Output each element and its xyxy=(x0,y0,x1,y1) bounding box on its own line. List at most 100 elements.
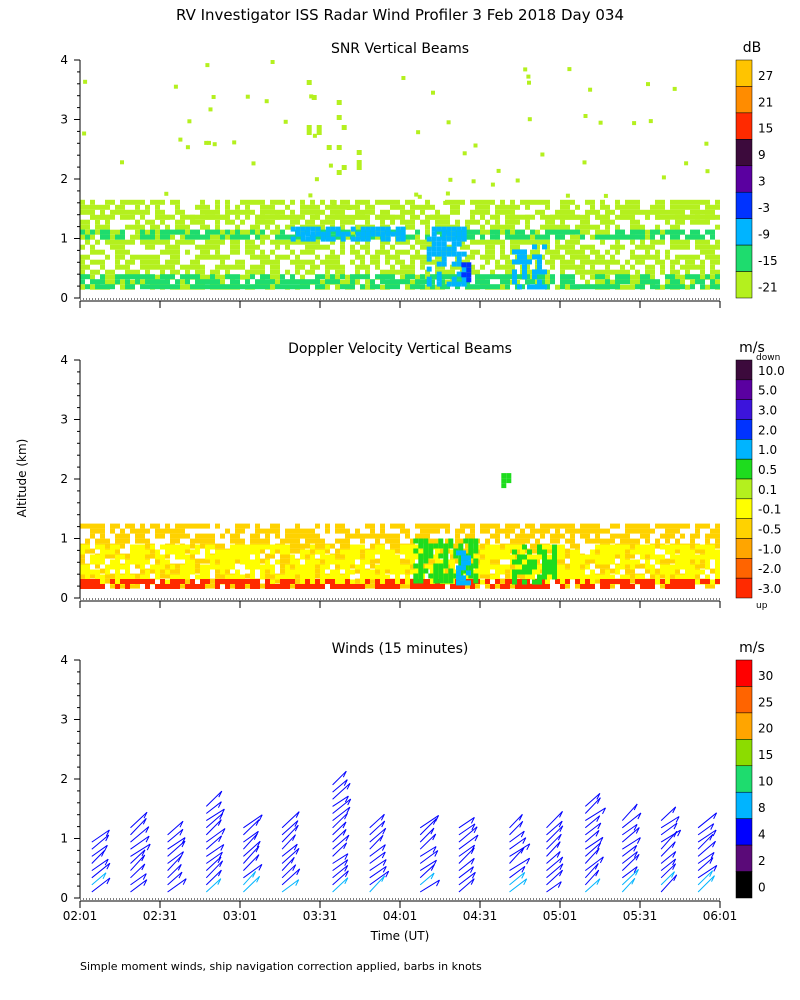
heatmap-cell xyxy=(547,569,552,575)
heatmap-cell xyxy=(540,544,545,550)
heatmap-cell xyxy=(690,204,695,210)
heatmap-cell xyxy=(390,564,395,570)
heatmap-cell xyxy=(260,214,265,220)
heatmap-cell xyxy=(395,559,400,565)
heatmap-cell xyxy=(360,209,365,215)
heatmap-cell xyxy=(305,569,310,575)
heatmap-cell xyxy=(685,554,690,560)
heatmap-cell xyxy=(160,209,165,215)
heatmap-cell xyxy=(615,564,620,570)
x-tick-label: 03:31 xyxy=(303,909,338,923)
heatmap-cell xyxy=(665,528,670,534)
colorbar-label: 0.5 xyxy=(758,463,777,477)
heatmap-cell xyxy=(175,528,180,534)
heatmap-cell xyxy=(500,578,505,584)
heatmap-cell xyxy=(522,569,527,575)
wind-barb xyxy=(332,782,351,800)
wind-barb xyxy=(369,859,387,872)
heatmap-cell xyxy=(335,274,340,280)
heatmap-cell xyxy=(175,219,180,225)
heatmap-cell xyxy=(316,125,322,130)
heatmap-cell xyxy=(428,573,434,579)
heatmap-cell xyxy=(310,569,315,575)
heatmap-cell xyxy=(325,554,330,560)
heatmap-cell xyxy=(100,544,105,550)
heatmap-cell xyxy=(680,209,685,215)
heatmap-cell xyxy=(600,549,605,555)
heatmap-cell xyxy=(610,269,615,275)
wind-barb-flag xyxy=(346,783,351,790)
heatmap-cell xyxy=(565,279,570,285)
heatmap-cell xyxy=(312,133,317,138)
heatmap-cell xyxy=(615,259,620,265)
heatmap-cell xyxy=(580,559,585,565)
heatmap-cell xyxy=(355,224,360,230)
colorbar-unit: dB xyxy=(743,40,762,56)
heatmap-cell xyxy=(590,259,595,265)
heatmap-cell xyxy=(260,234,265,240)
heatmap-cell xyxy=(545,259,550,265)
heatmap-cell xyxy=(665,538,670,544)
heatmap-cell xyxy=(660,229,665,235)
wind-barb xyxy=(509,843,531,857)
heatmap-cell xyxy=(466,277,472,283)
heatmap-cell xyxy=(418,553,424,559)
heatmap-cell xyxy=(410,199,415,205)
colorbar-label: 10 xyxy=(758,775,773,789)
wind-barb xyxy=(621,866,638,879)
heatmap-cell xyxy=(685,569,690,575)
heatmap-cell xyxy=(290,284,295,290)
heatmap-cell xyxy=(80,579,85,584)
heatmap-cell xyxy=(80,224,85,230)
heatmap-cell xyxy=(125,553,130,559)
heatmap-cell xyxy=(295,269,300,275)
heatmap-cell xyxy=(635,579,640,584)
colorbar-bottom-label: up xyxy=(756,601,768,611)
heatmap-cell xyxy=(630,564,635,570)
heatmap-cell xyxy=(275,584,280,589)
heatmap-cell xyxy=(441,241,447,247)
heatmap-cell xyxy=(95,574,100,580)
heatmap-cell xyxy=(300,554,305,560)
heatmap-cell xyxy=(290,538,295,544)
wind-barb-flag xyxy=(106,862,111,870)
wind-barb xyxy=(458,816,475,829)
heatmap-cell xyxy=(465,543,470,549)
heatmap-cell xyxy=(90,579,95,584)
heatmap-cell xyxy=(164,191,169,196)
heatmap-cell xyxy=(461,575,466,581)
heatmap-cell xyxy=(515,274,520,280)
wind-barb xyxy=(697,829,717,843)
heatmap-cell xyxy=(110,583,115,589)
heatmap-cell xyxy=(165,279,170,285)
heatmap-cell xyxy=(410,554,415,560)
heatmap-cell xyxy=(295,573,300,579)
heatmap-cell xyxy=(660,554,665,560)
heatmap-cell xyxy=(420,584,425,589)
heatmap-cell xyxy=(705,199,710,205)
colorbar-label: -9 xyxy=(758,228,770,242)
heatmap-cell xyxy=(630,264,635,270)
heatmap-cell xyxy=(630,543,635,549)
heatmap-cell xyxy=(655,209,660,215)
wind-barb xyxy=(281,820,299,836)
heatmap-cell xyxy=(325,259,330,265)
heatmap-cell xyxy=(310,584,315,589)
heatmap-cell xyxy=(170,538,175,544)
heatmap-cell xyxy=(470,199,475,205)
wind-barb xyxy=(584,797,601,814)
heatmap-cell xyxy=(270,274,275,280)
heatmap-cell xyxy=(220,543,225,549)
heatmap-cell xyxy=(115,249,120,255)
heatmap-cell xyxy=(80,569,85,575)
wind-barb xyxy=(697,864,718,879)
heatmap-cell xyxy=(250,569,255,575)
heatmap-cell xyxy=(460,584,465,589)
heatmap-cell xyxy=(340,239,345,245)
heatmap-cell xyxy=(560,558,565,564)
heatmap-cell xyxy=(160,274,165,280)
heatmap-cell xyxy=(512,569,517,575)
heatmap-cell xyxy=(590,538,595,544)
wind-barb-flag xyxy=(673,822,678,830)
heatmap-cell xyxy=(470,219,475,225)
